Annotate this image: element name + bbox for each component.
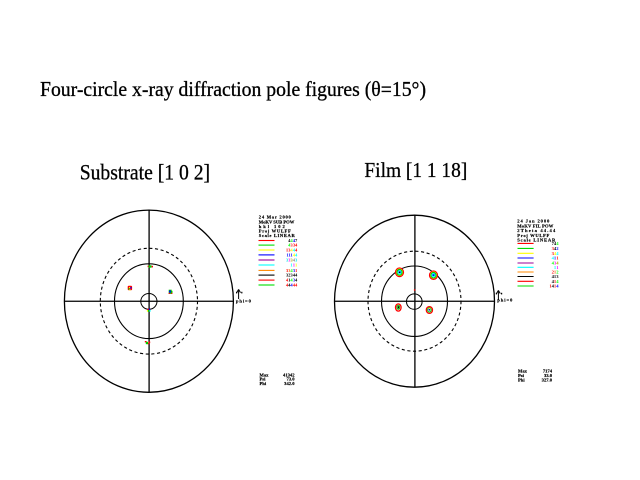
- svg-text:33343: 33343: [286, 258, 298, 263]
- svg-text:32344: 32344: [286, 273, 298, 278]
- svg-text:111: 111: [290, 263, 298, 268]
- svg-text:41342: 41342: [283, 372, 295, 377]
- svg-text:33.0: 33.0: [544, 373, 553, 378]
- svg-text:342: 342: [552, 246, 560, 251]
- svg-text:13444: 13444: [286, 248, 298, 253]
- svg-text:MoKV FIL POW: MoKV FIL POW: [517, 224, 553, 229]
- svg-text:434: 434: [552, 261, 560, 266]
- svg-text:24 Jan 2000: 24 Jan 2000: [517, 219, 550, 224]
- svg-text:344: 344: [552, 251, 560, 256]
- svg-text:413: 413: [552, 274, 560, 279]
- svg-text:41434: 41434: [286, 278, 298, 283]
- svg-text:phi=0: phi=0: [236, 299, 252, 304]
- svg-text:Psi: Psi: [260, 377, 267, 382]
- svg-text:411: 411: [552, 256, 560, 261]
- svg-text:Substrate [1 0 2]: Substrate [1 0 2]: [80, 159, 210, 184]
- svg-text:4447: 4447: [288, 238, 298, 243]
- svg-text:7174: 7174: [543, 369, 553, 374]
- svg-text:Proj WULFF: Proj WULFF: [259, 229, 291, 234]
- svg-text:4334: 4334: [288, 243, 298, 248]
- svg-text:Psi: Psi: [518, 373, 525, 378]
- svg-text:Four-circle x-ray diffraction: Four-circle x-ray diffraction pole figur…: [40, 79, 426, 101]
- svg-text:Proj WULFF: Proj WULFF: [517, 233, 549, 238]
- svg-text:11144: 11144: [286, 253, 298, 258]
- svg-text:phi=0: phi=0: [497, 297, 513, 302]
- svg-text:2Theta 44.44: 2Theta 44.44: [517, 228, 556, 233]
- svg-text:Phi: Phi: [518, 378, 525, 383]
- svg-text:Phi: Phi: [260, 381, 267, 386]
- svg-text:33431: 33431: [286, 268, 298, 273]
- svg-text:1414: 1414: [549, 284, 559, 289]
- svg-text:44444: 44444: [286, 283, 298, 288]
- svg-text:73.0: 73.0: [286, 377, 295, 382]
- svg-text:744: 744: [552, 241, 560, 246]
- svg-text:327.0: 327.0: [542, 378, 553, 383]
- svg-text:MoKV SUB POW: MoKV SUB POW: [259, 220, 295, 225]
- svg-text:Max: Max: [518, 369, 528, 374]
- svg-text:Max: Max: [260, 372, 270, 377]
- svg-text:Scale LINEAR: Scale LINEAR: [259, 233, 296, 238]
- svg-text:24 Mar 2000: 24 Mar 2000: [259, 215, 292, 220]
- svg-text:Film [1 1 18]: Film [1 1 18]: [364, 158, 467, 182]
- svg-text:11: 11: [554, 265, 559, 270]
- svg-text:342.0: 342.0: [284, 381, 295, 386]
- svg-text:212: 212: [552, 270, 560, 275]
- svg-text:414: 414: [552, 279, 560, 284]
